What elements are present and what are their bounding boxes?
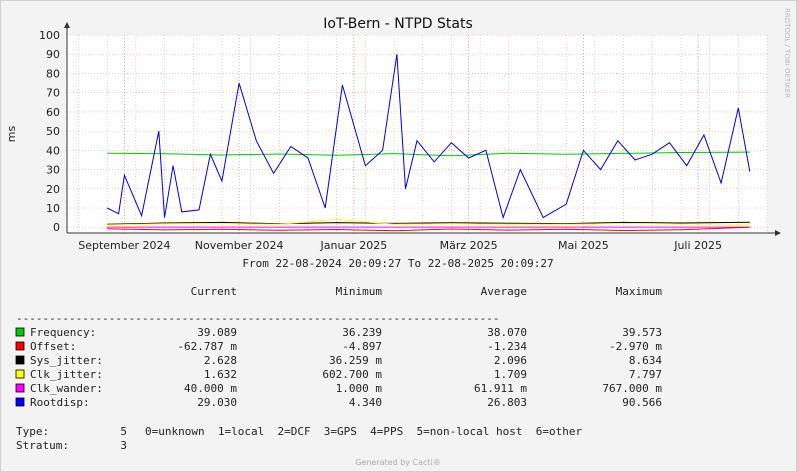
- legend-table: Frequency: 39.089 36.239 38.070 39.573Offset…: [15, 326, 662, 409]
- legend-label: Offset:: [30, 340, 76, 353]
- legend-average: 26.803: [487, 396, 527, 409]
- series-rootdisp: [106, 54, 751, 220]
- y-tick-label: 60: [46, 106, 60, 119]
- stratum-value: 3: [120, 439, 127, 452]
- series-frequency: [107, 151, 750, 157]
- y-tick-label: 90: [46, 48, 60, 61]
- legend-minimum: 36.259 m: [329, 354, 382, 367]
- type-codes: 0=unknown 1=local 2=DCF 3=GPS 4=PPS 5=no…: [145, 425, 582, 438]
- y-tick-label: 50: [46, 125, 60, 138]
- legend-current: 40.000 m: [184, 382, 237, 395]
- legend-row: Sys_jitter: 2.628 36.259 m 2.096 8.634: [15, 354, 662, 367]
- header-minimum: Minimum: [336, 285, 383, 298]
- legend-label: Clk_wander:: [30, 382, 103, 395]
- plot-area: [67, 35, 767, 233]
- legend-row: Rootdisp: 29.030 4.340 26.803 90.566: [15, 396, 662, 409]
- legend-swatch: [15, 327, 25, 337]
- y-tick-label: 30: [46, 164, 60, 177]
- x-tick-label: März 2025: [440, 239, 498, 252]
- y-tick-labels: 0 10 20 30 40 50 60 70 80 90 100: [39, 29, 60, 234]
- x-tick-label: Januar 2025: [320, 239, 388, 252]
- time-range: From 22-08-2024 20:09:27 To 22-08-2025 2…: [242, 257, 553, 270]
- legend-minimum: -4.897: [342, 340, 382, 353]
- y-tick-label: 70: [46, 87, 60, 100]
- axes: [64, 22, 781, 236]
- y-axis-label: ms: [5, 126, 18, 143]
- header-current: Current: [191, 285, 237, 298]
- type-line: Type: 5 0=unknown 1=local 2=DCF 3=GPS 4=…: [16, 425, 582, 438]
- legend-row: Clk_wander: 40.000 m 1.000 m 61.911 m 767.00…: [15, 382, 662, 395]
- legend-average: 61.911 m: [474, 382, 527, 395]
- legend-average: 2.096: [494, 354, 527, 367]
- legend-average: 38.070: [487, 326, 527, 339]
- legend-separator: ----------------------------------------…: [16, 312, 499, 325]
- x-tick-labels: September 2024 November 2024 Januar 2025 Mä…: [78, 239, 722, 252]
- y-tick-label: 80: [46, 67, 60, 80]
- legend-maximum: 90.566: [622, 396, 662, 409]
- type-label: Type:: [16, 425, 49, 438]
- legend-label: Sys_jitter:: [30, 354, 103, 367]
- series-sys_jitter: [107, 221, 750, 225]
- series-offset: [107, 226, 750, 232]
- legend-swatch: [15, 341, 25, 351]
- legend-current: 2.628: [204, 354, 237, 367]
- y-tick-label: 20: [46, 183, 60, 196]
- legend-row: Offset: -62.787 m -4.897 -1.234 -2.970 m: [15, 340, 662, 353]
- legend-maximum: -2.970 m: [609, 340, 662, 353]
- series-clk_jitter: [107, 218, 750, 226]
- legend-maximum: 8.634: [629, 354, 662, 367]
- grid: [67, 34, 768, 235]
- legend-current: 39.089: [197, 326, 237, 339]
- legend-minimum: 602.700 m: [322, 368, 382, 381]
- legend-row: Clk_jitter: 1.632 602.700 m 1.709 7.797: [15, 368, 662, 381]
- stratum-label: Stratum:: [16, 439, 69, 452]
- x-tick-label: November 2024: [195, 239, 284, 252]
- y-tick-label: 0: [53, 221, 60, 234]
- header-average: Average: [481, 285, 527, 298]
- legend-maximum: 7.797: [629, 368, 662, 381]
- legend-minimum: 1.000 m: [336, 382, 383, 395]
- y-tick-label: 100: [39, 29, 60, 42]
- legend-maximum: 39.573: [622, 326, 662, 339]
- x-tick-label: Juli 2025: [673, 239, 722, 252]
- legend-swatch: [15, 397, 25, 407]
- stratum-line: Stratum: 3: [16, 439, 127, 452]
- legend-label: Rootdisp:: [30, 396, 90, 409]
- header-maximum: Maximum: [616, 285, 663, 298]
- legend-average: -1.234: [487, 340, 527, 353]
- legend-maximum: 767.000 m: [602, 382, 662, 395]
- rrdtool-vertical-label: RRDTOOL / TOBI OETIKER: [783, 8, 791, 98]
- legend-row: Frequency: 39.089 36.239 38.070 39.573: [15, 326, 662, 339]
- legend-current: 1.632: [204, 368, 237, 381]
- x-axis-arrow: [775, 230, 781, 236]
- legend-label: Frequency:: [30, 326, 96, 339]
- legend-minimum: 4.340: [349, 396, 382, 409]
- legend-swatch: [15, 355, 25, 365]
- legend-current: -62.787 m: [177, 340, 237, 353]
- legend-minimum: 36.239: [342, 326, 382, 339]
- legend-swatch: [15, 383, 25, 393]
- y-tick-label: 40: [46, 144, 60, 157]
- y-tick-label: 10: [46, 202, 60, 215]
- footer-credit: Generated by Cacti®: [355, 458, 441, 467]
- y-axis-arrow: [64, 22, 70, 28]
- legend-current: 29.030: [197, 396, 237, 409]
- x-tick-label: September 2024: [78, 239, 170, 252]
- x-tick-label: Mai 2025: [558, 239, 609, 252]
- legend-average: 1.709: [494, 368, 527, 381]
- type-value: 5: [120, 425, 127, 438]
- series-lines: [106, 54, 751, 232]
- legend-label: Clk_jitter:: [30, 368, 103, 381]
- legend-swatch: [15, 369, 25, 379]
- chart-title: IoT-Bern - NTPD Stats: [323, 16, 473, 32]
- legend-header: Current Minimum Average Maximum: [191, 285, 663, 298]
